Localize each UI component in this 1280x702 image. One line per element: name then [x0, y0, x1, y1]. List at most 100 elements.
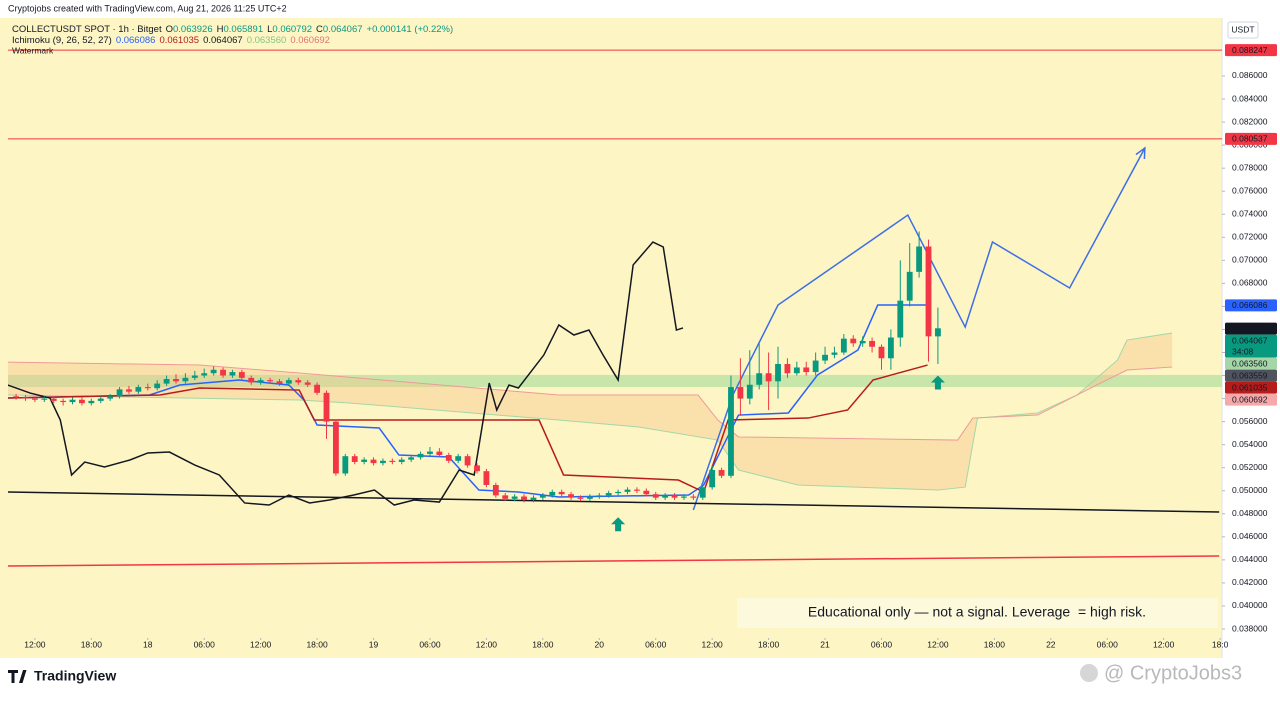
- indicator-value: 0.063560: [247, 35, 287, 46]
- y-tick-label: 0.070000: [1232, 255, 1268, 265]
- candle-body: [276, 381, 283, 384]
- candle-body: [765, 373, 772, 382]
- indicator-legend: Ichimoku (9, 26, 52, 27) 0.066086 0.061035…: [12, 35, 330, 46]
- candle-body: [737, 387, 744, 399]
- price-badge: [1225, 381, 1277, 394]
- candle-body: [662, 495, 669, 498]
- x-tick-label: 12:00: [250, 639, 272, 649]
- candle-body: [634, 489, 640, 491]
- price-badge-label: 0.064067: [1232, 323, 1268, 333]
- y-tick-label: 0.042000: [1232, 577, 1268, 587]
- candle-body: [558, 491, 565, 495]
- y-tick-label: 0.052000: [1232, 462, 1268, 472]
- candle-body: [389, 460, 396, 462]
- candle-body: [144, 387, 151, 389]
- candle-body: [173, 378, 179, 382]
- x-tick-label: 12:00: [927, 639, 949, 649]
- candle-body: [812, 360, 819, 373]
- x-tick-label: 12:00: [24, 639, 46, 649]
- x-tick-label: 06:00: [1097, 639, 1119, 649]
- candle-body: [793, 367, 800, 374]
- line: [8, 304, 928, 498]
- x-tick-label: 06:00: [871, 639, 893, 649]
- ohlc-value: 0.063926: [173, 24, 213, 35]
- candle-body: [107, 396, 114, 399]
- x-tick-label: 06:00: [419, 639, 441, 649]
- candle-body: [605, 493, 612, 496]
- candle-body: [314, 384, 321, 393]
- candle-body: [41, 398, 48, 400]
- candle-body: [474, 465, 480, 472]
- price-badge-label: 0.060692: [1232, 394, 1268, 404]
- candle-body: [342, 456, 349, 474]
- candle-body: [549, 491, 556, 496]
- y-tick-label: 0.056000: [1232, 416, 1268, 426]
- price-badge-label: 0.066086: [1232, 300, 1268, 310]
- price-badge-countdown: 34:08: [1232, 346, 1254, 356]
- candle-body: [916, 246, 923, 272]
- x-tick-label: 18:00: [758, 639, 780, 649]
- indicator-value: 0.061035: [159, 35, 199, 46]
- currency-box[interactable]: [1227, 21, 1259, 39]
- candle-body: [22, 397, 29, 399]
- candle-body: [568, 494, 574, 498]
- x-tick-label: 06:00: [645, 639, 667, 649]
- candle-body: [728, 387, 734, 476]
- candle-body: [850, 338, 857, 344]
- candle-body: [201, 373, 208, 376]
- y-tick-label: 0.068000: [1232, 278, 1268, 288]
- candle-body: [935, 328, 941, 337]
- watermark-label: Watermark: [12, 45, 54, 55]
- author-icon: [1080, 664, 1098, 682]
- candle-body: [615, 491, 622, 494]
- plot: [8, 49, 1222, 567]
- y-tick-label: 0.048000: [1232, 508, 1268, 518]
- indicator-value: 0.064067: [203, 35, 243, 46]
- y-tick-label: 0.078000: [1232, 162, 1268, 172]
- candle-body: [361, 459, 368, 462]
- symbol: COLLECTUSDT SPOT · 1h · Bitget: [12, 24, 162, 35]
- price-badge: [1225, 299, 1277, 312]
- candle-body: [60, 400, 67, 403]
- x-tick-label: 18: [143, 639, 153, 649]
- candle-body: [210, 369, 217, 374]
- candle-body: [699, 487, 706, 498]
- signal-arrow: [611, 517, 626, 532]
- candle-body: [784, 364, 791, 374]
- y-tick-label: 0.050000: [1232, 485, 1268, 495]
- y-tick-label: 0.044000: [1232, 554, 1268, 564]
- candle-body: [897, 300, 904, 338]
- candle-body: [521, 496, 527, 500]
- candle-body: [756, 373, 763, 385]
- line: [8, 332, 1173, 491]
- y-tick-label: 0.086000: [1232, 70, 1268, 80]
- indicator-name: Ichimoku (9, 26, 52, 27): [12, 35, 112, 46]
- x-tick-label: 18:0: [1212, 639, 1229, 649]
- candle-body: [502, 495, 509, 499]
- candle-body: [878, 346, 885, 359]
- currency[interactable]: USDT: [1231, 24, 1254, 34]
- brand-icon: [8, 670, 27, 683]
- y-tick-label: 0.054000: [1232, 439, 1268, 449]
- candle-body: [445, 455, 452, 461]
- x-tick-label: 20: [595, 639, 605, 649]
- candle-body: [398, 459, 405, 462]
- candle-body: [69, 399, 76, 403]
- ohlc-key: C: [316, 24, 323, 35]
- candle-body: [182, 377, 189, 382]
- author: @ CryptoJobs3: [1104, 662, 1242, 684]
- ohlc-value: 0.064067: [323, 24, 363, 35]
- price-badge-label: 0.063559: [1232, 370, 1268, 380]
- candle-body: [925, 246, 932, 337]
- candle-body: [31, 398, 38, 400]
- x-tick-label: 18:00: [81, 639, 103, 649]
- x-tick-label: 19: [369, 639, 379, 649]
- indicator-value: 0.060692: [290, 35, 330, 46]
- price-badge: [1225, 357, 1277, 370]
- candle-body: [643, 490, 650, 495]
- y-tick-label: 0.082000: [1232, 116, 1268, 126]
- candle-body: [869, 340, 875, 347]
- candle-body: [577, 497, 584, 499]
